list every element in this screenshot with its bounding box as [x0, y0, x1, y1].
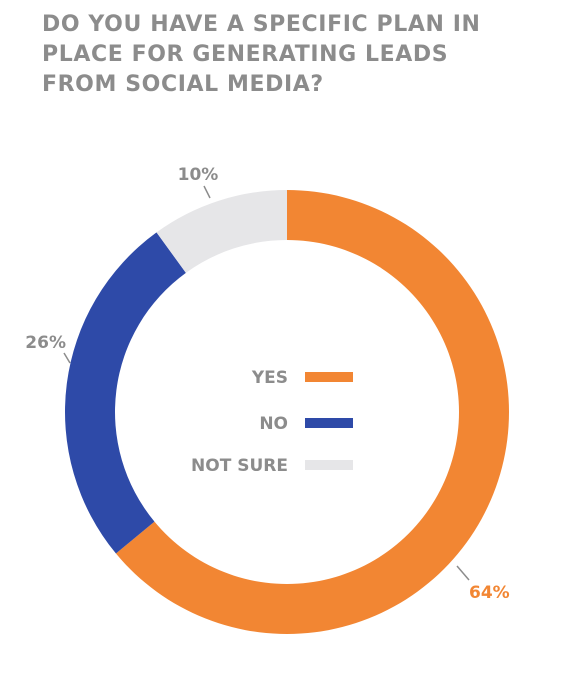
data-label-not-sure: 10% [178, 165, 219, 185]
slice-yes [115, 190, 510, 634]
leader-line-yes [456, 565, 470, 581]
legend-swatch-no [305, 418, 353, 428]
title-line-2: PLACE FOR GENERATING LEADS [42, 42, 449, 67]
slice-no [64, 232, 186, 554]
leader-line-no [63, 352, 71, 364]
legend-label-yes: YES [251, 368, 288, 388]
legend-swatch-not-sure [305, 460, 353, 470]
title-line-1: DO YOU HAVE A SPECIFIC PLAN IN [42, 12, 481, 37]
chart-title: DO YOU HAVE A SPECIFIC PLAN IN PLACE FOR… [42, 10, 562, 100]
legend-label-not-sure: NOT SURE [191, 456, 288, 476]
data-label-no: 26% [25, 333, 66, 353]
slice-not-sure [156, 190, 287, 273]
data-label-yes: 64% [469, 583, 510, 603]
legend-swatch-yes [305, 372, 353, 382]
leader-line-not-sure [203, 185, 211, 199]
title-line-3: FROM SOCIAL MEDIA? [42, 72, 324, 97]
legend-label-no: NO [259, 414, 288, 434]
